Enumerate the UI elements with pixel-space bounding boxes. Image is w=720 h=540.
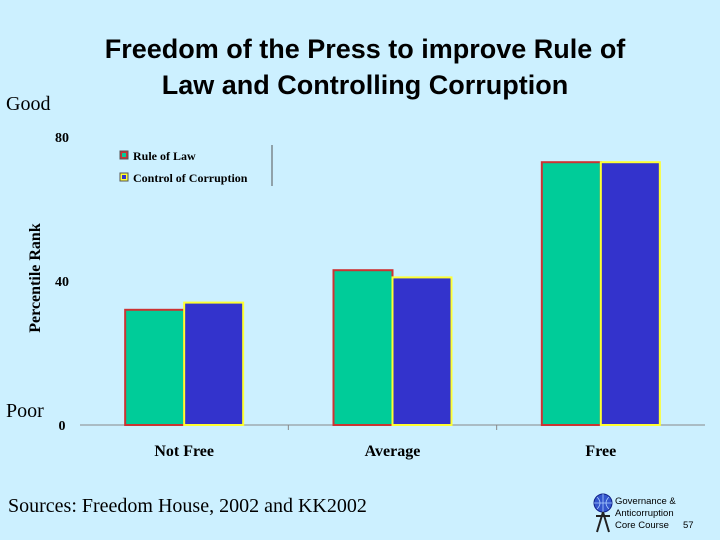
legend-swatch-inner [122, 153, 126, 157]
source: Sources: Freedom House, 2002 and KK2002 [8, 495, 367, 517]
legend-swatch-inner [122, 175, 126, 179]
x-tick-label: Not Free [154, 443, 214, 460]
legend-label: Rule of Law [133, 149, 196, 163]
bar [599, 161, 661, 426]
footer-text: Core Course [615, 520, 669, 531]
chart-title: Law and Controlling Corruption [162, 70, 568, 100]
footer-text: Governance & [615, 496, 676, 507]
logo [593, 493, 613, 533]
bar [183, 301, 245, 427]
y-axis-label: Percentile Rank [27, 223, 44, 333]
bar [332, 269, 394, 427]
bar [391, 276, 453, 426]
x-tick-label: Free [585, 443, 616, 460]
legend-label: Control of Corruption [133, 171, 248, 185]
footer-text: Anticorruption [615, 508, 674, 519]
y-tick-label: 0 [59, 419, 66, 434]
bar [124, 308, 186, 426]
bar [540, 161, 602, 426]
page-number: 57 [683, 520, 694, 531]
chart-title: Freedom of the Press to improve Rule of [105, 34, 627, 64]
x-tick-label: Average [365, 443, 421, 460]
good-label: Good [6, 93, 50, 115]
y-tick-label: 40 [55, 275, 69, 290]
poor-label: Poor [6, 400, 44, 422]
y-tick-label: 80 [55, 131, 69, 146]
